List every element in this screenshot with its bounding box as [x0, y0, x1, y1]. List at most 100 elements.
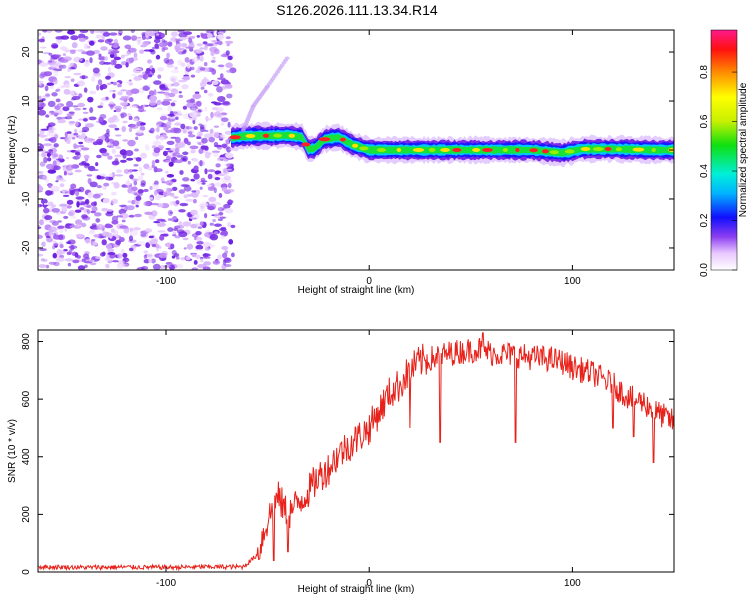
noise-speckle — [44, 85, 49, 92]
noise-speckle — [214, 177, 221, 181]
noise-speckle — [92, 67, 100, 74]
signal-peak — [288, 133, 296, 138]
signal-peak — [340, 137, 346, 142]
noise-speckle — [197, 226, 203, 229]
noise-speckle — [138, 189, 144, 194]
noise-speckle — [100, 83, 108, 90]
noise-speckle — [103, 182, 110, 187]
noise-speckle — [212, 152, 219, 157]
noise-speckle — [95, 218, 101, 223]
noise-speckle — [157, 168, 162, 171]
signal-peak — [615, 147, 622, 152]
noise-speckle — [202, 194, 209, 198]
noise-speckle — [155, 54, 161, 60]
noise-speckle — [143, 250, 149, 254]
noise-speckle — [48, 232, 54, 237]
noise-speckle — [145, 69, 150, 75]
noise-speckle — [157, 230, 166, 233]
noise-speckle — [209, 234, 219, 241]
noise-speckle — [226, 69, 233, 73]
noise-speckle — [202, 266, 211, 270]
noise-speckle — [55, 98, 61, 103]
noise-speckle — [98, 53, 102, 58]
noise-speckle — [226, 163, 233, 168]
noise-speckle — [228, 199, 234, 204]
noise-speckle — [210, 101, 218, 104]
noise-speckle — [124, 44, 132, 50]
noise-speckle — [43, 156, 48, 164]
noise-speckle — [176, 263, 184, 269]
colorbar-tick-label: 0.4 — [699, 164, 710, 178]
noise-speckle — [127, 113, 132, 117]
noise-speckle — [127, 47, 137, 53]
noise-speckle — [46, 152, 51, 157]
noise-speckle — [114, 127, 120, 131]
noise-speckle — [180, 183, 190, 188]
signal-peak — [428, 148, 436, 152]
noise-speckle — [96, 154, 102, 159]
noise-speckle — [82, 118, 88, 122]
noise-speckle — [162, 191, 172, 197]
noise-speckle — [129, 230, 138, 237]
noise-speckle — [199, 202, 209, 207]
noise-speckle — [130, 124, 139, 129]
noise-speckle — [170, 243, 175, 249]
noise-speckle — [137, 39, 142, 45]
noise-speckle — [48, 184, 52, 189]
noise-speckle — [140, 172, 145, 176]
noise-speckle — [40, 134, 48, 137]
noise-speckle — [64, 76, 72, 79]
noise-speckle — [102, 185, 107, 191]
noise-speckle — [149, 202, 159, 206]
noise-speckle — [171, 255, 176, 259]
noise-speckle — [196, 43, 203, 47]
noise-speckle — [38, 80, 44, 83]
noise-speckle — [46, 130, 56, 137]
noise-speckle — [38, 185, 44, 192]
noise-speckle — [66, 199, 74, 205]
noise-speckle — [84, 238, 91, 244]
noise-speckle — [148, 259, 153, 263]
noise-speckle — [212, 56, 216, 60]
noise-speckle — [106, 209, 114, 212]
streak-speckle — [279, 63, 285, 67]
signal-peak — [352, 143, 359, 148]
y-tick-label: 0 — [21, 569, 32, 575]
noise-speckle — [45, 237, 53, 243]
noise-speckle — [96, 185, 102, 189]
signal-peak — [549, 150, 559, 155]
noise-speckle — [191, 104, 196, 112]
noise-speckle — [65, 136, 71, 143]
noise-speckle — [167, 113, 176, 117]
noise-speckle — [220, 73, 224, 79]
noise-speckle — [217, 157, 226, 160]
noise-speckle — [163, 91, 170, 96]
noise-speckle — [134, 148, 139, 152]
noise-speckle — [202, 253, 211, 257]
noise-speckle — [68, 245, 78, 250]
noise-speckle — [204, 246, 210, 251]
noise-speckle — [39, 46, 47, 49]
noise-speckle — [193, 260, 198, 265]
noise-speckle — [148, 49, 155, 53]
noise-speckle — [217, 136, 227, 139]
noise-speckle — [108, 49, 114, 53]
noise-speckle — [126, 81, 133, 84]
noise-speckle — [126, 205, 135, 211]
noise-speckle — [211, 107, 219, 111]
noise-speckle — [199, 186, 203, 190]
noise-speckle — [87, 138, 95, 142]
signal-peak — [452, 148, 462, 152]
noise-speckle — [87, 96, 94, 103]
noise-speckle — [170, 127, 179, 134]
noise-speckle — [130, 30, 135, 34]
noise-speckle — [182, 221, 192, 227]
noise-speckle — [159, 115, 168, 121]
noise-speckle — [135, 136, 139, 141]
noise-speckle — [123, 168, 130, 174]
noise-speckle — [161, 181, 166, 184]
streak-speckle — [273, 73, 279, 77]
signal-peak — [529, 148, 538, 153]
noise-speckle — [175, 136, 181, 143]
noise-speckle — [196, 236, 203, 242]
